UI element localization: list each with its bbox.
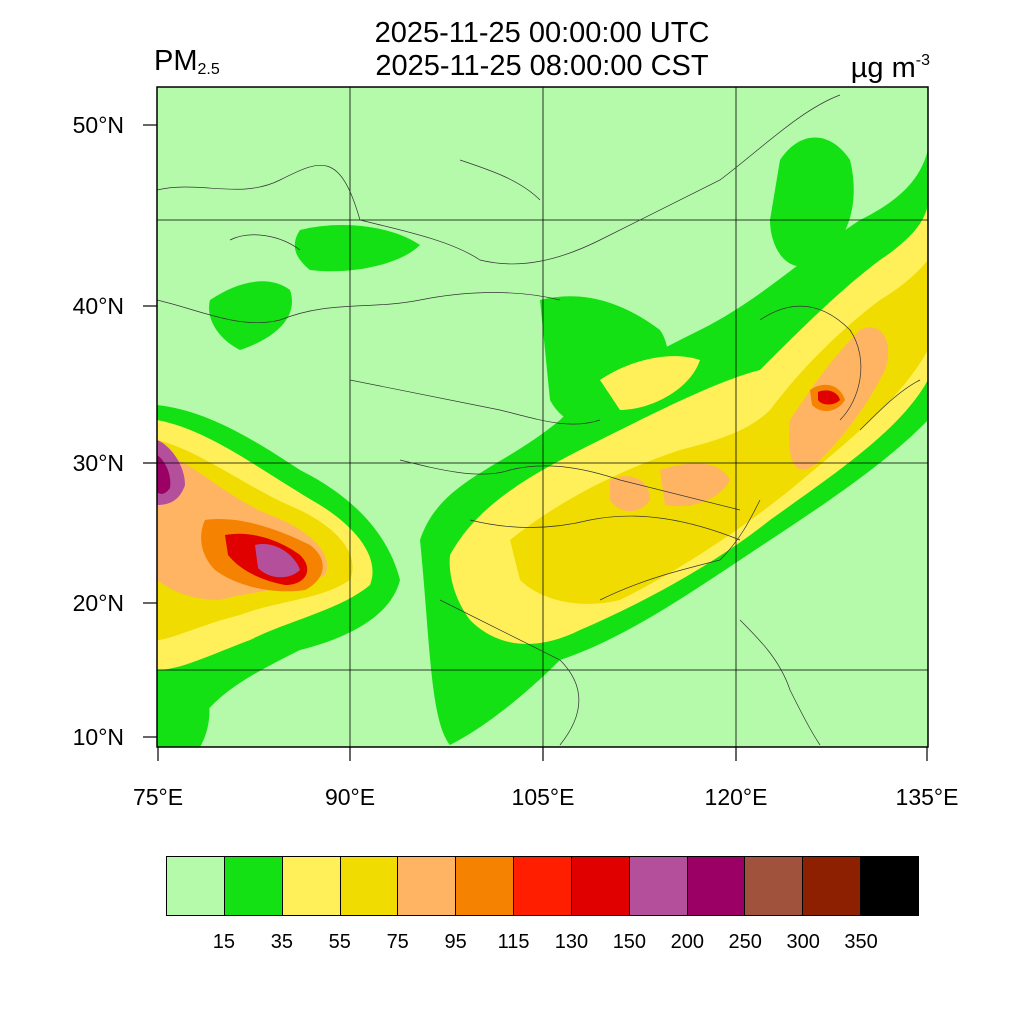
boundary-line <box>349 379 601 425</box>
variable-name: PM <box>154 45 198 77</box>
colorbar-tick-label: 130 <box>554 931 589 953</box>
colorbar-swatch-2 <box>282 857 341 915</box>
lat-label-40: 40°N <box>72 293 124 319</box>
region-green-northwest-1 <box>209 281 292 350</box>
boundaries <box>157 94 921 746</box>
colorbar-tick-label: 15 <box>212 931 236 953</box>
colorbar-swatch-7 <box>571 857 630 915</box>
colorbar-tick-label: 250 <box>728 931 762 953</box>
lat-label-20: 20°N <box>72 590 124 616</box>
boundary-line <box>469 515 741 541</box>
colorbar-tick-label: 200 <box>670 931 704 953</box>
lat-label-30: 30°N <box>72 450 124 476</box>
region-red-korea <box>818 390 840 405</box>
colorbar-swatch-4 <box>398 857 457 915</box>
region-lightyellow-north <box>600 356 700 410</box>
boundary-line <box>459 159 541 201</box>
colorbar-swatch-12 <box>861 857 918 915</box>
colorbar-tick-label: 300 <box>786 931 820 953</box>
colorbar-swatch-1 <box>224 857 283 915</box>
colorbar-tick-label: 75 <box>386 931 409 953</box>
colorbar-swatch-0 <box>167 857 225 915</box>
map-title-utc: 2025-11-25 00:00:00 UTC <box>374 17 710 49</box>
boundary-line <box>229 234 301 251</box>
colorbar-tick-label: 115 <box>497 931 530 953</box>
boundary-line <box>157 94 841 265</box>
graticule <box>157 87 928 747</box>
level-200-250-regions <box>157 455 171 494</box>
colorbar-swatch-8 <box>629 857 688 915</box>
boundary-line <box>739 619 821 746</box>
lon-label-105: 105°E <box>511 784 575 810</box>
boundary-line <box>439 599 580 746</box>
boundary-line <box>399 459 741 511</box>
region-green-northwest-2 <box>294 225 420 272</box>
region-yellow-china <box>510 260 928 604</box>
map-title-cst: 2025-11-25 08:00:00 CST <box>375 50 709 82</box>
region-purple-west <box>157 455 171 494</box>
unit-exponent: -3 <box>915 52 930 69</box>
axis-ticks <box>143 124 928 761</box>
colorbar-swatch-10 <box>745 857 804 915</box>
boundary-line <box>599 499 761 601</box>
region-magenta-west-2 <box>255 544 300 578</box>
colorbar-swatch-5 <box>456 857 515 915</box>
lat-label-50: 50°N <box>72 112 124 138</box>
colorbar-tick-label: 55 <box>328 931 351 953</box>
lon-label-120: 120°E <box>704 784 768 810</box>
boundary-line <box>759 305 862 421</box>
lon-label-135: 135°E <box>895 784 959 810</box>
unit-label: µg m-3 <box>851 44 930 85</box>
colorbar-swatch-3 <box>340 857 399 915</box>
colorbar <box>166 856 919 916</box>
region-lightorange-east-china <box>660 463 730 507</box>
lon-label-75: 75°E <box>132 784 184 810</box>
colorbar-tick-label: 95 <box>444 931 467 953</box>
colorbar-swatch-11 <box>803 857 862 915</box>
variable-label: PM2.5 <box>154 44 220 87</box>
region-green-northeast <box>770 137 854 267</box>
colorbar-swatch-9 <box>687 857 746 915</box>
lat-label-10: 10°N <box>72 724 124 750</box>
colorbar-tick-label: 35 <box>270 931 293 953</box>
boundary-line <box>157 292 561 324</box>
colorbar-tick-label: 350 <box>844 931 878 953</box>
lon-label-90: 90°E <box>324 784 376 810</box>
unit-base: µg m <box>850 52 916 84</box>
variable-subscript: 2.5 <box>197 61 220 78</box>
map-field <box>157 87 928 747</box>
colorbar-tick-label: 150 <box>612 931 647 953</box>
region-green-southwest <box>157 680 210 747</box>
boundary-line <box>859 379 921 431</box>
colorbar-swatch-6 <box>514 857 572 915</box>
